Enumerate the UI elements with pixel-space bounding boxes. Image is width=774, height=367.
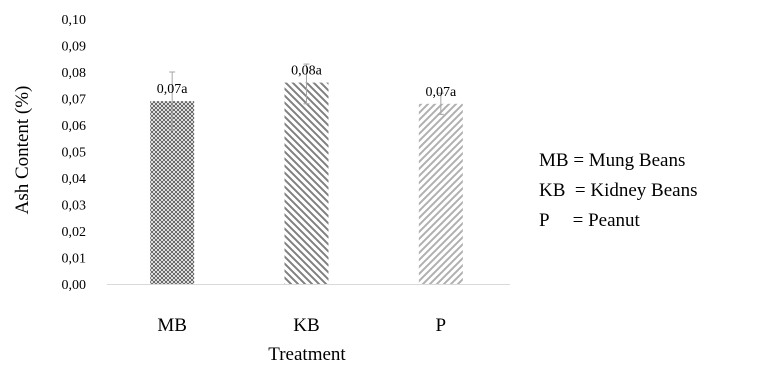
y-tick-label: 0,10 [62,13,87,28]
x-axis-category-labels: MB KB P [157,315,446,336]
legend-item-p: P = Peanut [539,210,640,231]
y-tick-label: 0,04 [62,172,87,187]
bars [150,82,463,285]
data-labels: 0,07a 0,08a 0,07a [157,64,457,100]
bar-p [418,103,463,284]
error-bar-mb [169,71,176,131]
y-tick-label: 0,05 [62,146,87,161]
x-category-label-p: P [436,315,447,336]
bar-mb [150,101,195,285]
y-tick-label: 0,09 [62,40,87,55]
error-bar-kb [303,63,310,105]
y-axis-tick-labels: 0,00 0,01 0,02 0,03 0,04 0,05 0,06 0,07 0,08 0,09… [62,13,87,293]
y-tick-label: 0,02 [62,225,87,240]
x-category-label-mb: MB [157,315,187,336]
y-tick-label: 0,03 [62,199,87,214]
y-tick-label: 0,08 [62,66,87,81]
data-label-mb: 0,07a [157,82,189,97]
y-tick-label: 0,00 [62,278,87,293]
y-tick-label: 0,06 [62,119,87,134]
y-tick-label: 0,01 [62,252,87,267]
error-bar-p [437,92,444,115]
error-bars [169,63,444,131]
data-label-kb: 0,08a [291,64,323,79]
legend-item-mb: MB = Mung Beans [539,150,686,171]
bar-kb [284,82,329,284]
x-axis-title: Treatment [268,344,346,365]
x-category-label-kb: KB [293,315,319,336]
legend-item-kb: KB = Kidney Beans [539,180,698,201]
y-tick-label: 0,07 [62,93,87,108]
y-axis-title: Ash Content (%) [12,86,33,215]
data-label-p: 0,07a [425,85,457,100]
